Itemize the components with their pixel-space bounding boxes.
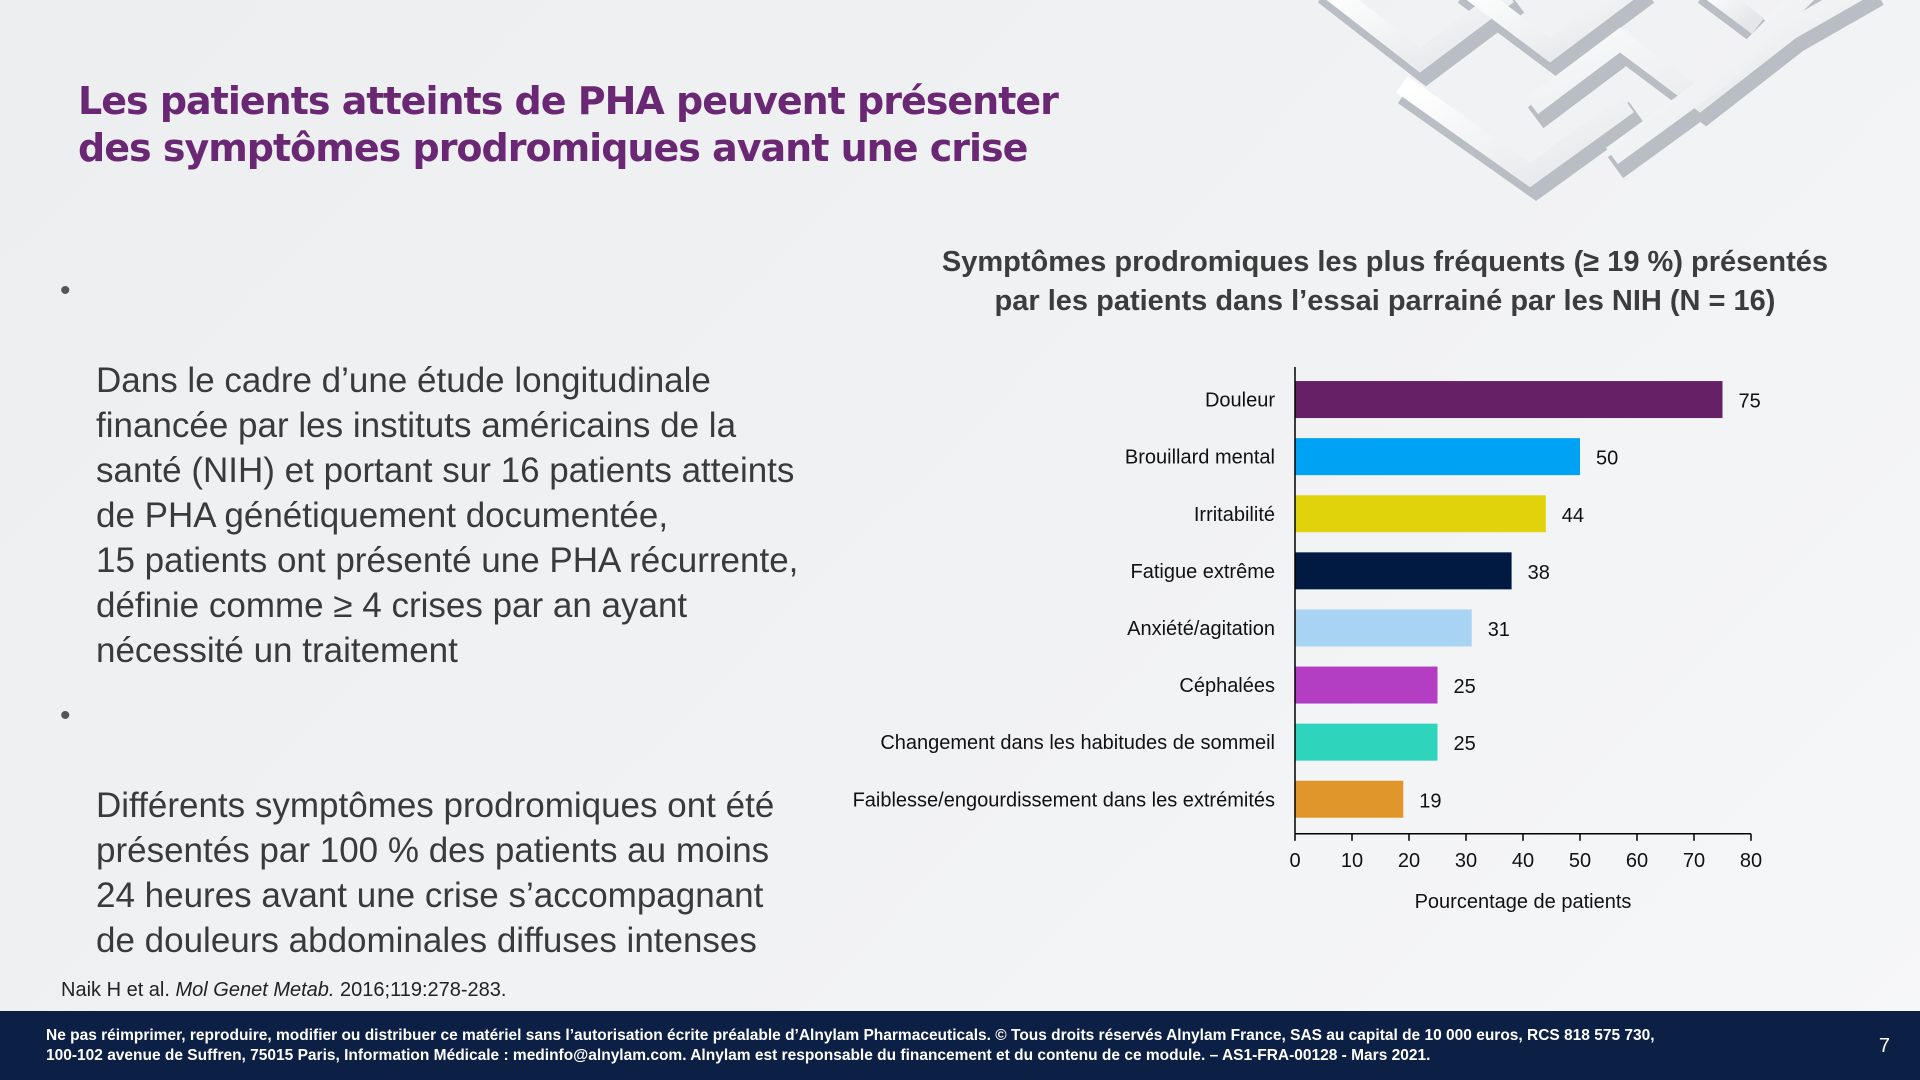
bar — [1295, 438, 1580, 476]
category-label: Irritabilité — [1194, 504, 1275, 526]
bar — [1295, 723, 1438, 761]
data-label: 44 — [1562, 505, 1584, 527]
bar — [1295, 552, 1512, 590]
x-tick-label: 70 — [1683, 850, 1705, 872]
x-axis-label: Pourcentage de patients — [1415, 891, 1632, 913]
category-label: Faiblesse/engourdissement dans les extré… — [853, 789, 1275, 811]
bar — [1295, 780, 1404, 818]
data-label: 31 — [1488, 619, 1510, 641]
data-label: 38 — [1528, 562, 1550, 584]
bullet-text: Dans le cadre d’une étude longitudinale … — [96, 361, 799, 670]
bullet-glyph: • — [60, 274, 71, 307]
category-label: Fatigue extrême — [1130, 561, 1275, 583]
page-number: 7 — [1878, 1035, 1890, 1057]
bullet-item: • Différents symptômes prodromiques ont … — [56, 693, 856, 963]
slide-title: Les patients atteints de PHA peuvent pré… — [78, 79, 1059, 170]
bullet-item: • Dans le cadre d’une étude longitudinal… — [56, 268, 856, 673]
data-label: 50 — [1596, 448, 1618, 470]
data-label: 75 — [1739, 391, 1761, 413]
bar — [1295, 666, 1438, 704]
x-tick-label: 30 — [1455, 850, 1477, 872]
bar — [1295, 609, 1472, 647]
category-label: Changement dans les habitudes de sommeil — [880, 732, 1275, 754]
citation-journal: Mol Genet Metab. — [175, 979, 335, 1001]
x-tick-label: 40 — [1512, 850, 1534, 872]
x-tick-label: 80 — [1740, 850, 1762, 872]
bullet-glyph: • — [60, 699, 71, 732]
data-label: 19 — [1419, 790, 1441, 812]
bar — [1295, 495, 1546, 533]
data-label: 25 — [1454, 676, 1476, 698]
x-tick-label: 60 — [1626, 850, 1648, 872]
bar — [1295, 381, 1723, 419]
x-tick-label: 20 — [1398, 850, 1420, 872]
chart-title: Symptômes prodromiques les plus fréquent… — [941, 246, 1829, 317]
x-tick-label: 50 — [1569, 850, 1591, 872]
category-label: Douleur — [1205, 390, 1275, 412]
bullet-text: Différents symptômes prodromiques ont ét… — [96, 786, 775, 960]
data-label: 25 — [1454, 733, 1476, 755]
citation: Naik H et al. Mol Genet Metab. 2016;119:… — [61, 979, 506, 1002]
footer-legal-text: Ne pas réimprimer, reproduire, modifier … — [46, 1027, 1655, 1064]
category-label: Brouillard mental — [1125, 447, 1275, 469]
bullet-list: • Dans le cadre d’une étude longitudinal… — [56, 268, 856, 983]
footer-bar: Ne pas réimprimer, reproduire, modifier … — [0, 1011, 1920, 1080]
category-label: Anxiété/agitation — [1127, 618, 1275, 640]
x-tick-label: 10 — [1341, 850, 1363, 872]
x-tick-label: 0 — [1289, 850, 1300, 872]
citation-authors: Naik H et al. — [61, 979, 170, 1001]
citation-ref: 2016;119:278-283. — [340, 979, 507, 1001]
category-label: Céphalées — [1179, 675, 1275, 697]
maze-decoration — [1290, 0, 1920, 210]
